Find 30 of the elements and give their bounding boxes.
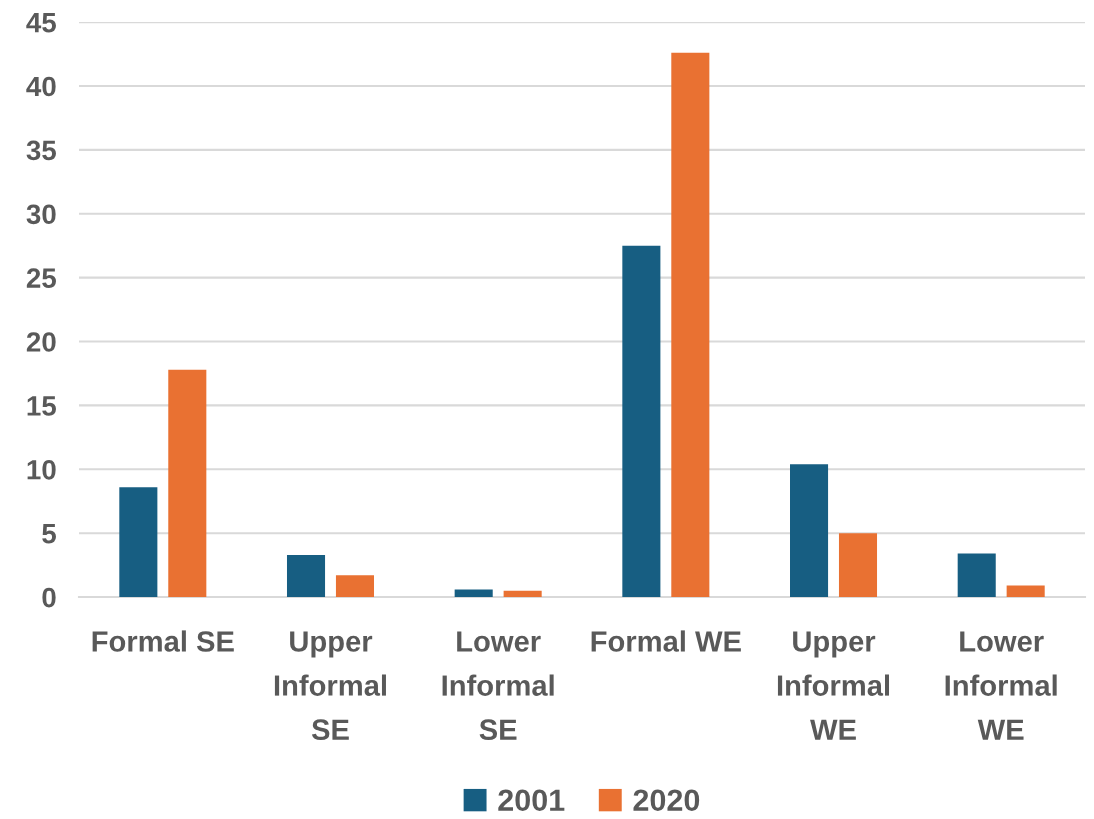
y-tick-label: 10 xyxy=(27,459,56,480)
legend-label: 2020 xyxy=(633,789,700,812)
y-tick-label: 30 xyxy=(26,204,56,225)
legend-label: 2001 xyxy=(498,789,565,812)
bar xyxy=(119,487,158,598)
y-tick-label: 45 xyxy=(26,13,56,33)
bar xyxy=(503,590,542,598)
x-tick-label: Upper Informal SE xyxy=(274,631,386,740)
bar xyxy=(838,533,878,598)
bar xyxy=(622,245,661,598)
x-tick-label: Upper Informal WE xyxy=(777,631,889,740)
y-tick-label: 20 xyxy=(26,332,56,352)
bar xyxy=(286,554,326,598)
x-tick-label: Lower Informal SE xyxy=(442,631,554,740)
y-tick-label: 40 xyxy=(26,76,56,97)
y-tick-label: 5 xyxy=(42,524,56,544)
bar xyxy=(790,464,829,598)
bar xyxy=(168,369,207,598)
y-tick-label: 35 xyxy=(26,140,56,161)
x-tick-label: Formal SE xyxy=(92,630,234,652)
x-tick-label: Formal WE xyxy=(591,630,741,652)
x-tick-label: Lower Informal WE xyxy=(945,631,1057,740)
bar xyxy=(454,589,493,598)
y-tick-label: 0 xyxy=(42,587,56,608)
y-tick-label: 25 xyxy=(26,268,56,288)
bar xyxy=(671,52,710,598)
bar xyxy=(957,553,996,598)
y-tick-label: 15 xyxy=(27,396,56,416)
bar xyxy=(1006,585,1045,598)
bar xyxy=(335,575,375,598)
